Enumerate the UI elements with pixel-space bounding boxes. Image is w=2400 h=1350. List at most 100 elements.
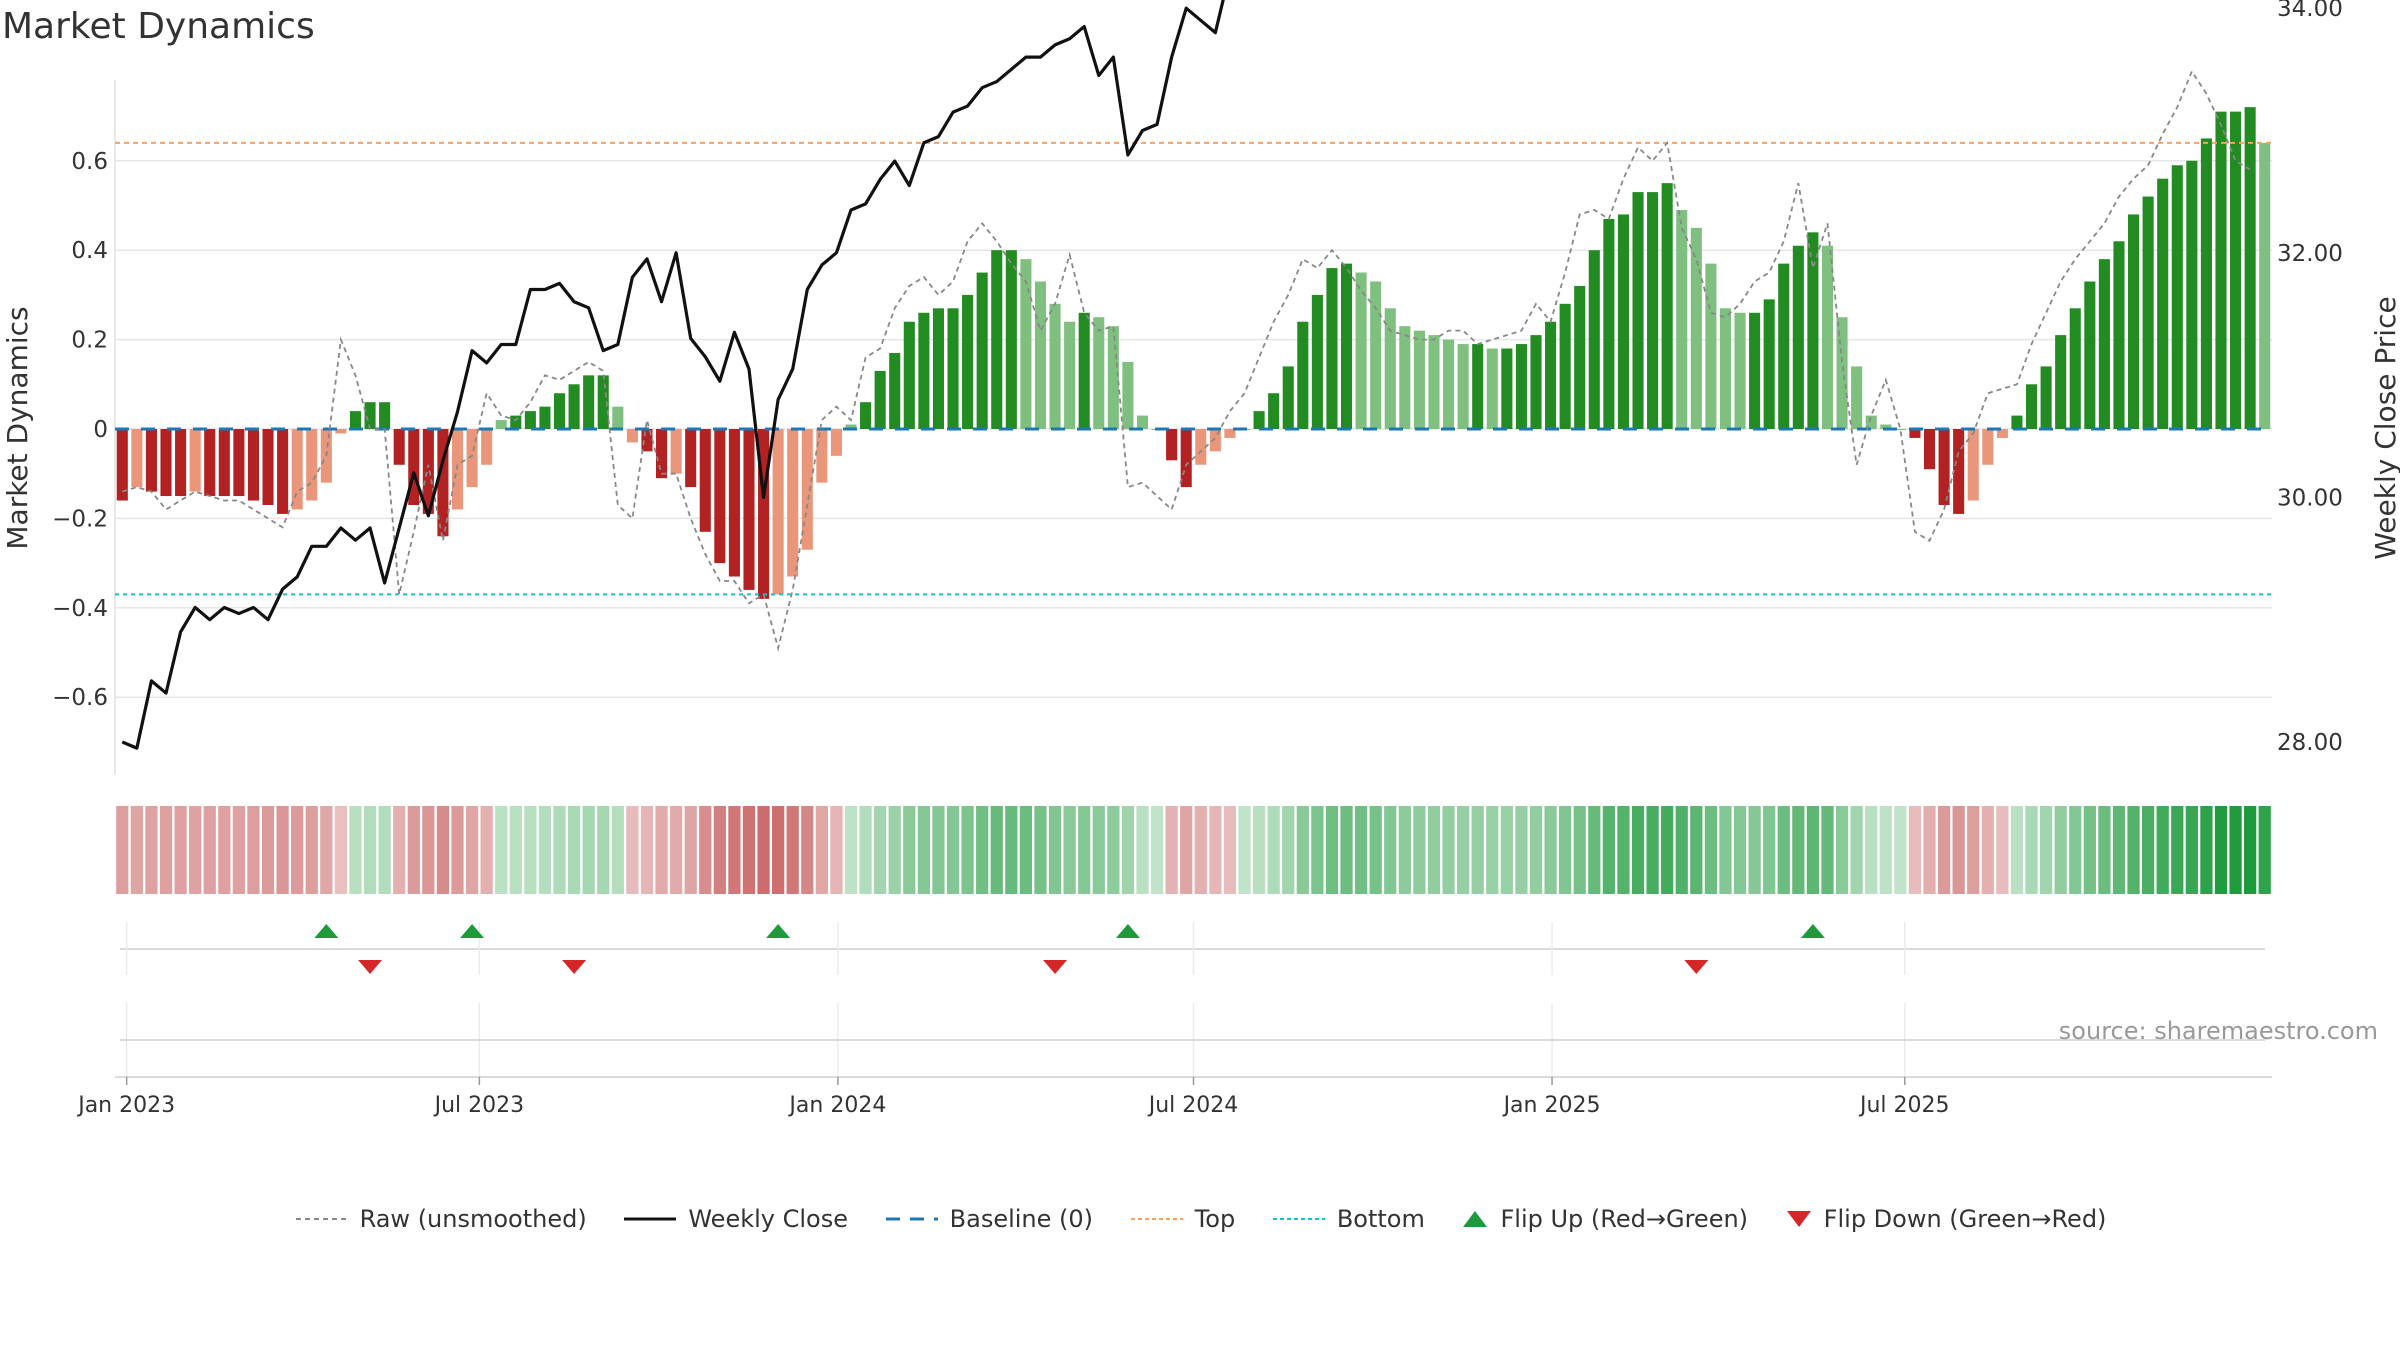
regime-cell — [1384, 806, 1397, 894]
regime-cell — [2258, 806, 2271, 894]
regime-cell — [961, 806, 974, 894]
regime-cell — [1879, 806, 1892, 894]
regime-cell — [174, 806, 187, 894]
dynamics-bar — [2200, 138, 2212, 429]
regime-cell — [1369, 806, 1382, 894]
dynamics-bar — [2230, 111, 2242, 429]
dynamics-bar — [1559, 303, 1571, 429]
dynamics-bar — [685, 429, 697, 488]
regime-cell — [990, 806, 1003, 894]
regime-cell — [713, 806, 726, 894]
dynamics-bar — [1049, 303, 1061, 429]
regime-cell — [1719, 806, 1732, 894]
dynamics-bar — [1209, 429, 1221, 452]
dynamics-bar — [1763, 299, 1775, 429]
left-tick-label: −0.2 — [52, 506, 108, 532]
baseline-dashed-line-icon — [885, 1217, 938, 1221]
dynamics-bar — [2040, 366, 2052, 429]
dynamics-bar — [1807, 232, 1819, 429]
dynamics-bar — [335, 429, 347, 434]
regime-cell — [830, 806, 843, 894]
dynamics-bar — [1166, 429, 1178, 461]
dynamics-bar — [670, 429, 682, 474]
regime-cell — [640, 806, 654, 894]
regime-cell — [159, 806, 173, 894]
dynamics-bar — [1676, 209, 1688, 429]
regime-cell — [1821, 806, 1834, 894]
regime-cell — [1646, 806, 1659, 894]
regime-cell — [1092, 806, 1105, 894]
regime-cell — [1733, 806, 1747, 894]
regime-cell — [1136, 806, 1149, 894]
dynamics-bar — [772, 429, 784, 595]
regime-cell — [1894, 806, 1907, 894]
dynamics-bar — [1064, 321, 1076, 429]
dynamics-bar — [2157, 178, 2169, 429]
regime-cell — [772, 806, 785, 894]
dynamics-bar — [1384, 308, 1396, 429]
dynamics-bar — [1472, 344, 1484, 429]
regime-cell — [1005, 806, 1018, 894]
dynamics-bar — [160, 429, 172, 497]
dynamics-bar — [422, 429, 434, 514]
regime-cell — [1223, 806, 1237, 894]
flip-up-marker — [1115, 924, 1140, 938]
dynamics-bar — [247, 429, 259, 501]
regime-cell — [2200, 806, 2213, 894]
dynamics-bar — [2113, 241, 2125, 429]
dynamics-bar — [641, 429, 653, 452]
dynamics-bar — [291, 429, 303, 510]
dynamics-bar — [1836, 317, 1848, 429]
dynamics-bar — [145, 429, 157, 492]
dynamics-bar — [495, 420, 507, 429]
dynamics-bar — [1632, 192, 1644, 429]
regime-cell — [1180, 806, 1193, 894]
regime-cell — [888, 806, 901, 894]
legend-close: Weekly Close — [622, 1205, 848, 1233]
dynamics-bar — [962, 294, 974, 429]
dynamics-bar — [1880, 424, 1892, 429]
dynamics-bar — [1734, 312, 1746, 429]
dynamics-bar — [481, 429, 493, 465]
regime-cell — [2229, 806, 2242, 894]
dynamics-bar — [1413, 330, 1425, 429]
dynamics-bar — [2084, 281, 2096, 429]
dynamics-bar — [1443, 339, 1455, 429]
flip-down-marker — [562, 960, 587, 974]
regime-cell — [2214, 806, 2228, 894]
dynamics-bar — [758, 429, 770, 599]
dynamics-bar — [2259, 142, 2271, 430]
regime-cell — [815, 806, 828, 894]
regime-cell — [1282, 806, 1295, 894]
regime-cell — [1194, 806, 1207, 894]
legend-raw-label: Raw (unsmoothed) — [359, 1205, 587, 1233]
legend-flip-down-label: Flip Down (Green→Red) — [1823, 1205, 2107, 1233]
regime-cell — [1835, 806, 1849, 894]
dynamics-bar — [801, 429, 813, 550]
dynamics-bar — [1224, 429, 1236, 438]
regime-cell — [495, 806, 508, 894]
dynamics-bar — [699, 429, 711, 532]
regime-cell — [2069, 806, 2082, 894]
dynamics-bar — [2069, 308, 2081, 429]
regime-cell — [145, 806, 158, 894]
regime-cell — [1661, 806, 1674, 894]
dynamics-bar — [1967, 429, 1979, 501]
dynamics-bar — [1705, 263, 1717, 429]
regime-cell — [247, 806, 260, 894]
dynamics-bar — [262, 429, 274, 505]
regime-cell — [407, 806, 420, 894]
regime-cell — [1865, 806, 1878, 894]
dynamics-bar — [903, 321, 915, 429]
regime-cell — [844, 806, 858, 894]
dynamics-bar — [1195, 429, 1207, 465]
regime-cell — [189, 806, 202, 894]
regime-cell — [1398, 806, 1411, 894]
legend: Raw (unsmoothed) Weekly Close Baseline (… — [0, 1205, 2400, 1235]
regime-cell — [2244, 806, 2257, 894]
regime-cell — [1252, 806, 1266, 894]
regime-cell — [1019, 806, 1033, 894]
dynamics-bar — [1428, 335, 1440, 429]
dynamics-bar — [2171, 165, 2183, 429]
